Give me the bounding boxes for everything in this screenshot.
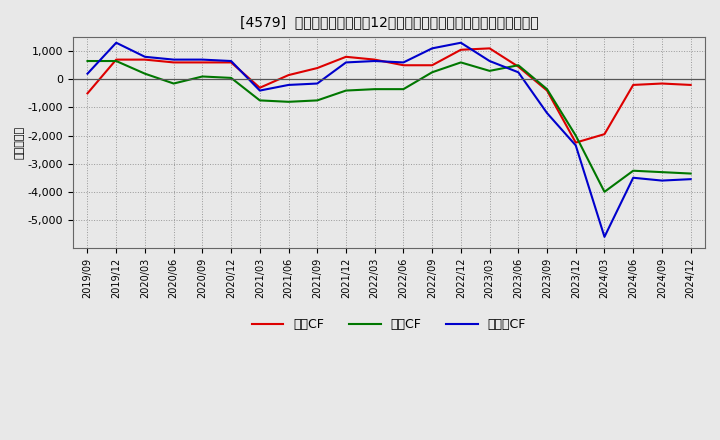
フリーCF bbox=[370, 59, 379, 64]
フリーCF bbox=[399, 60, 408, 65]
Legend: 営業CF, 投資CF, フリーCF: 営業CF, 投資CF, フリーCF bbox=[247, 313, 531, 337]
営業CF bbox=[370, 57, 379, 62]
営業CF bbox=[686, 82, 695, 88]
営業CF bbox=[657, 81, 666, 86]
投資CF bbox=[686, 171, 695, 176]
フリーCF bbox=[600, 234, 609, 239]
営業CF bbox=[256, 85, 264, 90]
営業CF bbox=[227, 60, 235, 65]
営業CF bbox=[399, 62, 408, 68]
投資CF bbox=[140, 71, 149, 76]
営業CF bbox=[284, 73, 293, 78]
フリーCF bbox=[256, 88, 264, 93]
フリーCF bbox=[572, 143, 580, 148]
フリーCF bbox=[428, 46, 436, 51]
投資CF bbox=[543, 87, 552, 92]
フリーCF bbox=[84, 71, 92, 76]
フリーCF bbox=[543, 110, 552, 116]
フリーCF bbox=[313, 81, 322, 86]
投資CF bbox=[514, 62, 523, 68]
投資CF bbox=[227, 75, 235, 81]
営業CF bbox=[313, 66, 322, 71]
営業CF bbox=[485, 46, 494, 51]
フリーCF bbox=[198, 57, 207, 62]
投資CF bbox=[313, 98, 322, 103]
営業CF bbox=[84, 91, 92, 96]
フリーCF bbox=[485, 59, 494, 64]
フリーCF bbox=[140, 54, 149, 59]
営業CF bbox=[169, 60, 178, 65]
フリーCF bbox=[629, 175, 637, 180]
フリーCF bbox=[514, 70, 523, 75]
フリーCF bbox=[342, 60, 351, 65]
投資CF bbox=[657, 169, 666, 175]
Line: フリーCF: フリーCF bbox=[88, 43, 690, 237]
投資CF bbox=[399, 87, 408, 92]
投資CF bbox=[112, 59, 120, 64]
投資CF bbox=[572, 133, 580, 138]
フリーCF bbox=[284, 82, 293, 88]
投資CF bbox=[284, 99, 293, 104]
営業CF bbox=[140, 57, 149, 62]
投資CF bbox=[428, 70, 436, 75]
営業CF bbox=[456, 47, 465, 52]
投資CF bbox=[485, 68, 494, 73]
投資CF bbox=[370, 87, 379, 92]
Title: [4579]  キャッシュフローの12か月移動合計の対前年同期増減額の推移: [4579] キャッシュフローの12か月移動合計の対前年同期増減額の推移 bbox=[240, 15, 539, 29]
営業CF bbox=[543, 88, 552, 93]
営業CF bbox=[514, 64, 523, 69]
営業CF bbox=[428, 62, 436, 68]
営業CF bbox=[600, 132, 609, 137]
Line: 営業CF: 営業CF bbox=[88, 48, 690, 143]
Line: 投資CF: 投資CF bbox=[88, 61, 690, 192]
営業CF bbox=[342, 54, 351, 59]
営業CF bbox=[198, 60, 207, 65]
投資CF bbox=[342, 88, 351, 93]
フリーCF bbox=[112, 40, 120, 45]
投資CF bbox=[256, 98, 264, 103]
投資CF bbox=[629, 168, 637, 173]
フリーCF bbox=[169, 57, 178, 62]
フリーCF bbox=[686, 176, 695, 182]
Y-axis label: （百万円）: （百万円） bbox=[15, 126, 25, 159]
投資CF bbox=[198, 74, 207, 79]
投資CF bbox=[84, 59, 92, 64]
営業CF bbox=[112, 57, 120, 62]
投資CF bbox=[169, 81, 178, 86]
フリーCF bbox=[657, 178, 666, 183]
フリーCF bbox=[456, 40, 465, 45]
投資CF bbox=[600, 189, 609, 194]
営業CF bbox=[629, 82, 637, 88]
フリーCF bbox=[227, 59, 235, 64]
投資CF bbox=[456, 60, 465, 65]
営業CF bbox=[572, 140, 580, 145]
